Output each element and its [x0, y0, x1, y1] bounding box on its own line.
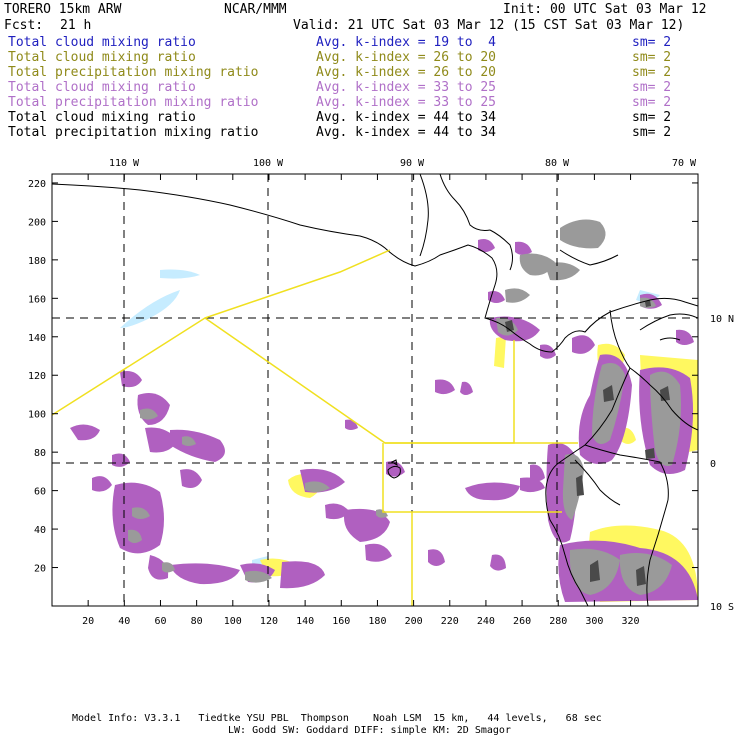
x-tick-label: 320 [622, 616, 640, 627]
legend-smoothing: sm= 2 [632, 125, 672, 140]
valid-time: Valid: 21 UTC Sat 03 Mar 12 (15 CST Sat … [293, 18, 685, 33]
y-tick-label: 100 [28, 410, 46, 421]
legend-field-name: Total precipitation mixing ratio [8, 95, 259, 110]
y-tick-label: 20 [34, 564, 46, 575]
forecast-hour: 21 h [60, 18, 92, 33]
latitude-label: 10 S [710, 602, 734, 613]
longitude-label: 90 W [400, 158, 425, 169]
domain-outlines [52, 249, 578, 606]
y-tick-label: 120 [28, 371, 46, 382]
y-tick-label: 160 [28, 294, 46, 305]
legend-field-name: Total precipitation mixing ratio [8, 125, 259, 140]
x-tick-label: 160 [332, 616, 350, 627]
legend-k-index: Avg. k-index = 33 to 25 [316, 95, 497, 110]
x-tick-label: 300 [585, 616, 603, 627]
y-tick-label: 80 [34, 448, 46, 459]
legend-field-name: Total cloud mixing ratio [8, 80, 196, 95]
footer-physics-info: LW: Godd SW: Goddard DIFF: simple KM: 2D… [228, 725, 511, 736]
latitude-label: 10 N [710, 314, 734, 325]
legend-k-index: Avg. k-index = 44 to 34 [316, 125, 497, 140]
latitude-label: 0 [710, 459, 716, 470]
legend-field-name: Total cloud mixing ratio [8, 110, 196, 125]
organization: NCAR/MMM [224, 2, 287, 17]
legend-k-index: Avg. k-index = 33 to 25 [316, 80, 497, 95]
x-tick-label: 80 [191, 616, 203, 627]
legend-smoothing: sm= 2 [632, 110, 672, 125]
longitude-label: 80 W [545, 158, 570, 169]
forecast-label: Fcst: [4, 18, 44, 33]
x-tick-label: 120 [260, 616, 278, 627]
y-tick-label: 140 [28, 333, 46, 344]
coastlines [52, 174, 698, 606]
footer-model-info: Model Info: V3.3.1 Tiedtke YSU PBL Thomp… [72, 713, 602, 724]
longitude-label: 110 W [109, 158, 140, 169]
legend-smoothing: sm= 2 [632, 50, 672, 65]
lat-lon-grid [52, 174, 698, 606]
axis-labels: 110 W 100 W 90 W 80 W 70 W 10 N 0 10 S 20 40 60 80 1… [28, 158, 734, 627]
axis-ticks [52, 174, 698, 606]
x-tick-label: 140 [296, 616, 314, 627]
legend-smoothing: sm= 2 [632, 65, 672, 80]
legend-smoothing: sm= 2 [632, 80, 672, 95]
dark-cloud-cores [505, 300, 670, 586]
x-tick-label: 60 [154, 616, 166, 627]
legend-smoothing: sm= 2 [632, 35, 672, 50]
legend-k-index: Avg. k-index = 44 to 34 [316, 110, 497, 125]
longitude-label: 70 W [672, 158, 697, 169]
x-tick-label: 180 [368, 616, 386, 627]
x-tick-label: 200 [405, 616, 423, 627]
init-time: Init: 00 UTC Sat 03 Mar 12 [503, 2, 707, 17]
model-name: TORERO 15km ARW [4, 2, 122, 17]
x-tick-label: 240 [477, 616, 495, 627]
y-tick-label: 220 [28, 179, 46, 190]
x-tick-label: 220 [441, 616, 459, 627]
x-tick-label: 100 [224, 616, 242, 627]
y-tick-label: 180 [28, 256, 46, 267]
x-tick-label: 280 [549, 616, 567, 627]
y-tick-label: 200 [28, 217, 46, 228]
legend-field-name: Total cloud mixing ratio [8, 50, 196, 65]
gray-cloud-areas [128, 219, 681, 595]
legend-k-index: Avg. k-index = 26 to 20 [316, 65, 497, 80]
legend-field-name: Total cloud mixing ratio [8, 35, 196, 50]
map-frame [51, 173, 699, 607]
x-tick-label: 40 [118, 616, 130, 627]
y-tick-label: 60 [34, 487, 46, 498]
x-tick-label: 20 [82, 616, 94, 627]
y-tick-label: 40 [34, 525, 46, 536]
x-tick-label: 260 [513, 616, 531, 627]
legend-k-index: Avg. k-index = 19 to 4 [316, 35, 497, 50]
legend-k-index: Avg. k-index = 26 to 20 [316, 50, 497, 65]
legend-smoothing: sm= 2 [632, 95, 672, 110]
longitude-label: 100 W [253, 158, 284, 169]
legend-field-name: Total precipitation mixing ratio [8, 65, 259, 80]
light-cloud-areas [120, 269, 660, 568]
